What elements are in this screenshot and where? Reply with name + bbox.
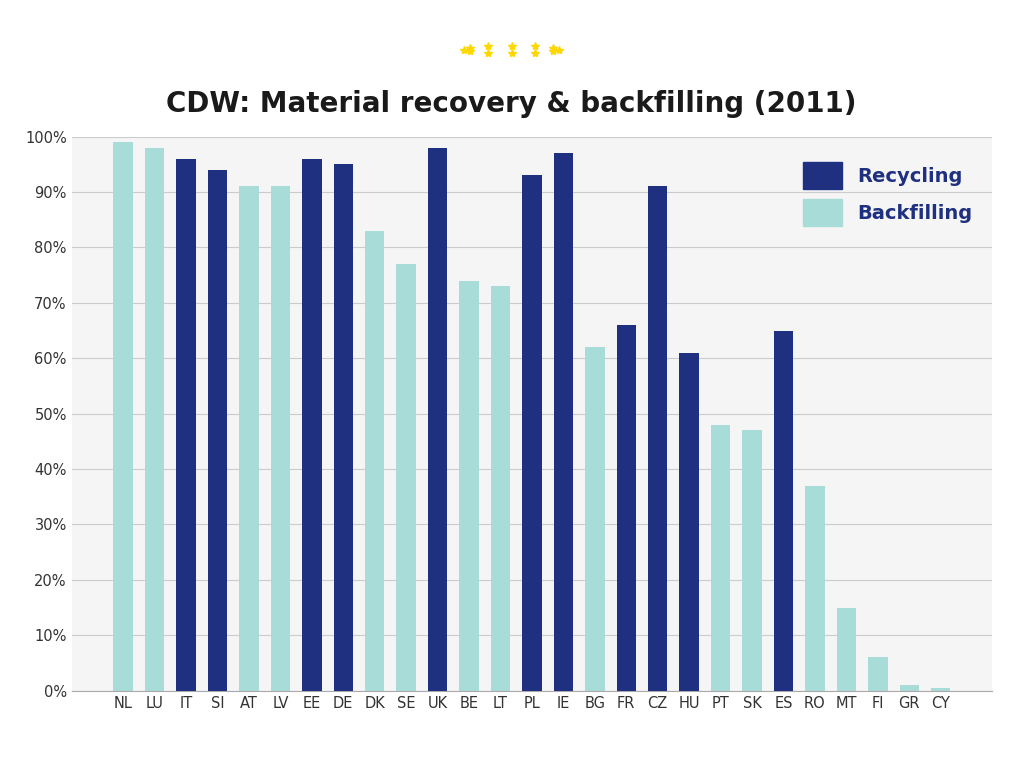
Bar: [617, 325, 636, 691]
Bar: [208, 170, 227, 691]
Bar: [428, 269, 447, 691]
Bar: [145, 148, 165, 691]
Bar: [271, 187, 291, 691]
Bar: [491, 286, 510, 691]
Text: CDW: Material recovery & backfilling (2011): CDW: Material recovery & backfilling (20…: [167, 90, 856, 118]
Bar: [585, 347, 605, 691]
Legend: Recycling, Backfilling: Recycling, Backfilling: [794, 152, 982, 236]
Bar: [176, 159, 195, 691]
Bar: [773, 458, 793, 691]
Bar: [428, 148, 447, 691]
Bar: [208, 170, 227, 691]
Bar: [333, 214, 353, 691]
Bar: [365, 231, 385, 691]
Bar: [711, 425, 730, 691]
Text: European
Commission: European Commission: [482, 75, 541, 97]
Bar: [773, 331, 793, 691]
Bar: [679, 402, 699, 691]
Bar: [114, 142, 133, 691]
Bar: [302, 203, 321, 691]
Bar: [397, 264, 416, 691]
Bar: [333, 165, 353, 691]
Bar: [302, 159, 321, 691]
Bar: [805, 486, 825, 691]
Bar: [837, 607, 856, 691]
Bar: [522, 175, 542, 691]
Bar: [869, 657, 888, 691]
Bar: [553, 320, 573, 691]
Bar: [648, 187, 667, 691]
Bar: [679, 353, 699, 691]
Bar: [648, 375, 667, 691]
Bar: [931, 688, 950, 691]
Bar: [743, 430, 762, 691]
Bar: [553, 153, 573, 691]
Bar: [617, 364, 636, 691]
Bar: [176, 181, 195, 691]
Bar: [459, 281, 479, 691]
Bar: [899, 685, 919, 691]
Bar: [522, 298, 542, 691]
Bar: [239, 187, 259, 691]
